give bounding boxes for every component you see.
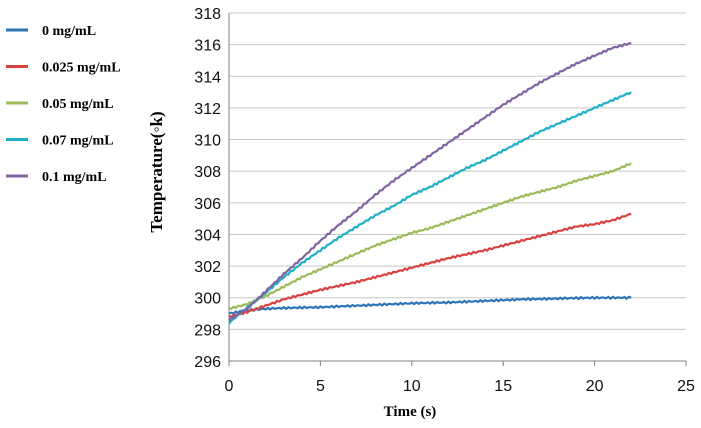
legend-item-label: 0.1 mg/mL bbox=[42, 170, 107, 185]
y-tick-label: 318 bbox=[194, 6, 221, 23]
y-tick-label: 296 bbox=[194, 354, 221, 371]
x-axis-label: Time (s) bbox=[384, 404, 437, 420]
legend-item-label: 0.05 mg/mL bbox=[42, 97, 114, 112]
y-tick-label: 310 bbox=[194, 133, 221, 150]
x-tick-label: 5 bbox=[316, 378, 325, 395]
y-tick-label: 314 bbox=[194, 69, 221, 86]
y-tick-label: 312 bbox=[194, 101, 221, 118]
legend-item-label: 0.07 mg/mL bbox=[42, 134, 114, 149]
y-tick-label: 300 bbox=[194, 291, 221, 308]
legend: 0 mg/mL 0.025 mg/mL 0.05 mg/mL 0.07 mg/mL 0.… bbox=[6, 24, 121, 185]
y-tick-label: 308 bbox=[194, 164, 221, 181]
y-tick-label: 298 bbox=[194, 322, 221, 339]
series-line bbox=[228, 295, 632, 315]
series-lines bbox=[228, 42, 632, 325]
y-tick-label: 306 bbox=[194, 196, 221, 213]
tick-labels: 296 298 300 302 304 306 308 310 312 314 316 318 0 5 10… bbox=[194, 6, 695, 395]
x-tick-label: 0 bbox=[225, 378, 234, 395]
legend-item-label: 0.025 mg/mL bbox=[42, 61, 121, 76]
x-tick-label: 10 bbox=[403, 378, 421, 395]
gridlines bbox=[229, 12, 686, 330]
axes bbox=[228, 13, 687, 366]
x-tick-label: 15 bbox=[494, 378, 512, 395]
legend-item-label: 0 mg/mL bbox=[42, 24, 96, 39]
y-tick-label: 316 bbox=[194, 38, 221, 55]
y-axis-label: Temperature(◦k) bbox=[147, 111, 166, 232]
y-tick-label: 304 bbox=[194, 227, 221, 244]
series-line bbox=[228, 212, 632, 318]
series-line bbox=[228, 42, 632, 322]
series-line bbox=[228, 91, 632, 325]
series-line bbox=[228, 162, 632, 311]
x-tick-label: 20 bbox=[586, 378, 604, 395]
y-tick-label: 302 bbox=[194, 259, 221, 276]
x-tick-label: 25 bbox=[677, 378, 695, 395]
